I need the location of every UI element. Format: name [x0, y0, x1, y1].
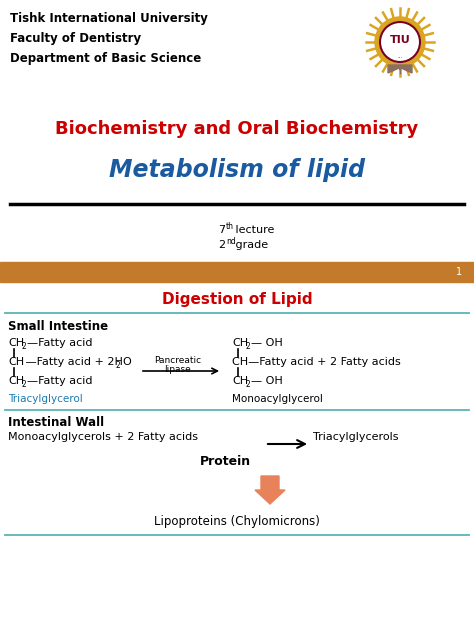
Text: Pancreatic: Pancreatic: [155, 356, 201, 365]
Text: 2: 2: [116, 361, 121, 370]
Text: O: O: [122, 357, 131, 367]
Text: th: th: [226, 222, 234, 231]
Polygon shape: [388, 65, 412, 73]
Text: Protein: Protein: [200, 455, 251, 468]
Text: 2: 2: [22, 342, 27, 351]
Text: Small Intestine: Small Intestine: [8, 320, 108, 333]
Text: 2: 2: [22, 380, 27, 389]
Text: ...: ...: [397, 54, 402, 59]
Text: nd: nd: [226, 237, 236, 246]
Text: Monoacylglycerols + 2 Fatty acids: Monoacylglycerols + 2 Fatty acids: [8, 432, 198, 442]
Text: 1: 1: [456, 267, 462, 277]
Text: Triacylglycerols: Triacylglycerols: [313, 432, 399, 442]
Text: lecture: lecture: [232, 225, 274, 235]
Bar: [0, 262, 474, 282]
Circle shape: [375, 17, 425, 67]
Text: CH: CH: [232, 376, 248, 386]
Text: — OH: — OH: [251, 376, 283, 386]
Text: 2: 2: [246, 342, 251, 351]
Text: 2: 2: [218, 240, 225, 250]
Text: 2: 2: [246, 380, 251, 389]
Text: —Fatty acid: —Fatty acid: [27, 376, 92, 386]
Text: Intestinal Wall: Intestinal Wall: [8, 416, 104, 429]
Text: — OH: — OH: [251, 338, 283, 348]
Text: CH—Fatty acid + 2 Fatty acids: CH—Fatty acid + 2 Fatty acids: [232, 357, 401, 367]
Text: Faculty of Dentistry: Faculty of Dentistry: [10, 32, 141, 45]
Text: CH: CH: [8, 357, 24, 367]
Text: CH: CH: [232, 338, 248, 348]
Text: TIU: TIU: [390, 35, 410, 45]
Text: Metabolism of lipid: Metabolism of lipid: [109, 158, 365, 182]
Text: —Fatty acid + 2H: —Fatty acid + 2H: [22, 357, 123, 367]
Text: Triacylglycerol: Triacylglycerol: [8, 394, 83, 404]
FancyArrow shape: [255, 476, 285, 504]
Text: grade: grade: [232, 240, 268, 250]
Circle shape: [380, 22, 420, 62]
Text: Monoacylglycerol: Monoacylglycerol: [232, 394, 323, 404]
Text: Lipoproteins (Chylomicrons): Lipoproteins (Chylomicrons): [154, 515, 320, 528]
Text: CH: CH: [8, 338, 24, 348]
Text: —Fatty acid: —Fatty acid: [27, 338, 92, 348]
Text: 7: 7: [218, 225, 225, 235]
Text: Biochemistry and Oral Biochemistry: Biochemistry and Oral Biochemistry: [55, 120, 419, 138]
Text: Department of Basic Science: Department of Basic Science: [10, 52, 201, 65]
Text: Tishk International University: Tishk International University: [10, 12, 208, 25]
Text: Digestion of Lipid: Digestion of Lipid: [162, 292, 312, 307]
Text: CH: CH: [8, 376, 24, 386]
Text: lipase: lipase: [164, 365, 191, 374]
